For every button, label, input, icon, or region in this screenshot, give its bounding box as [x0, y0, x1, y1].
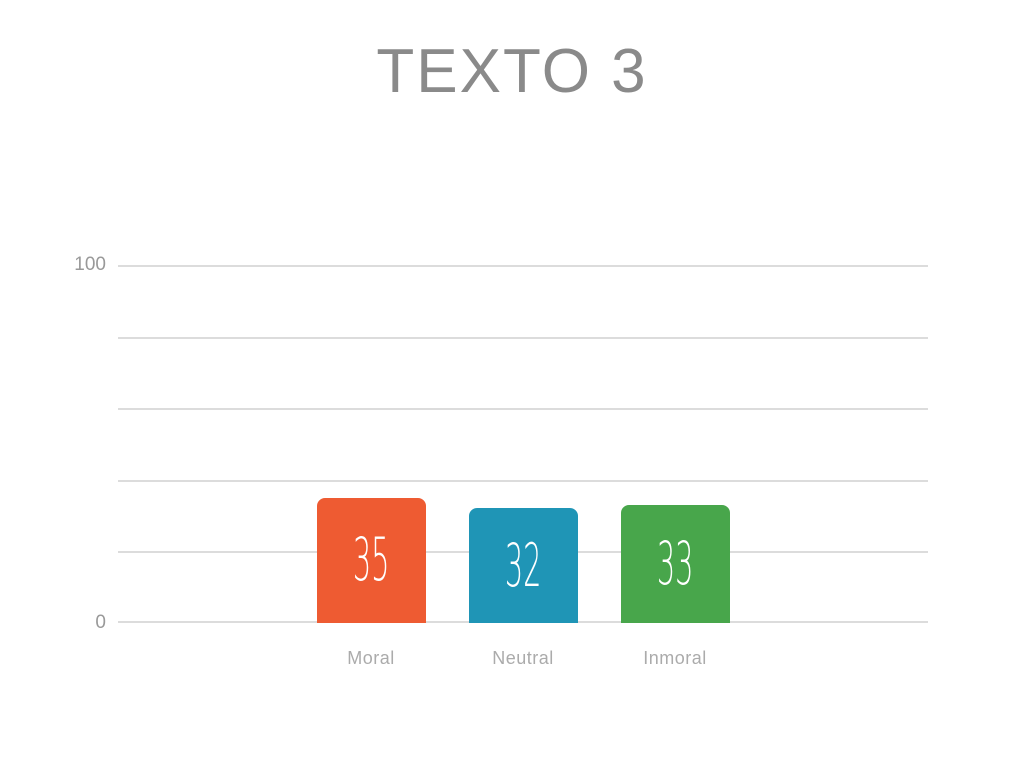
bar-moral: 35 [316, 497, 426, 623]
gridline-60 [118, 408, 928, 411]
x-category-label-moral: Moral [347, 648, 395, 668]
gridline-80 [118, 336, 928, 339]
bar-value-label: 35 [352, 525, 390, 596]
bar-value-label: 33 [656, 528, 694, 599]
bar-neutral: 32 [468, 508, 578, 623]
bar-value-label: 32 [504, 530, 542, 601]
y-tick-label-0: 0 [95, 612, 106, 633]
gridline-100 [118, 265, 928, 267]
x-category-label-neutral: Neutral [492, 648, 554, 668]
gridline-40 [118, 479, 928, 482]
y-tick-label-100: 100 [74, 254, 106, 275]
bar-inmoral: 33 [620, 504, 730, 623]
x-category-label-inmoral: Inmoral [643, 648, 707, 668]
bar-chart: 35 32 33 [118, 265, 928, 623]
page-title: TEXTO 3 [376, 37, 648, 106]
